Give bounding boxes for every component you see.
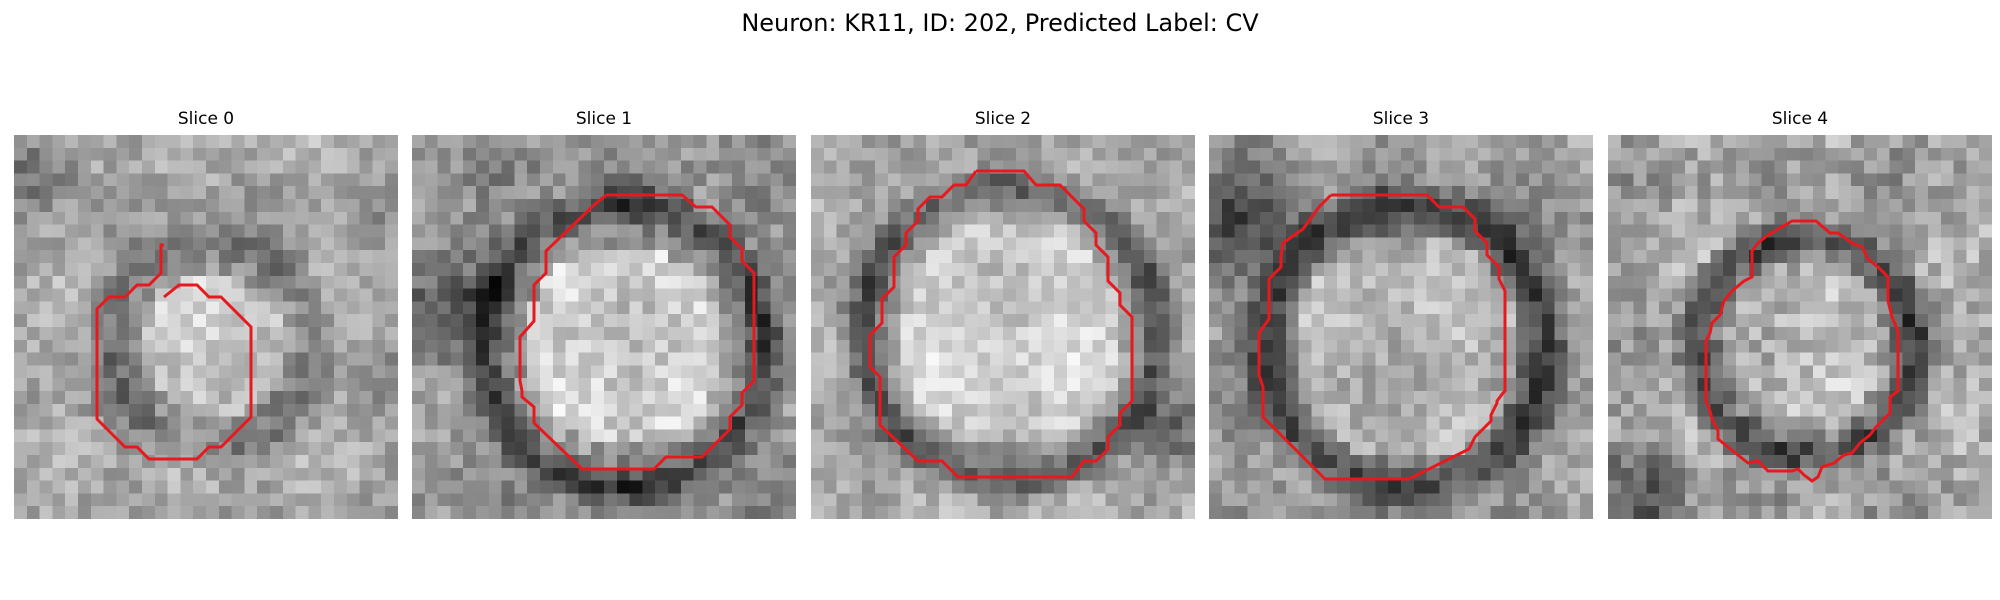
slice-panel-3: Slice 3 xyxy=(1209,108,1593,520)
slice-image-2 xyxy=(811,135,1195,519)
figure-title: Neuron: KR11, ID: 202, Predicted Label: … xyxy=(741,9,1259,37)
slice-panel-0: Slice 0 xyxy=(14,108,398,520)
slice-title: Slice 0 xyxy=(177,109,235,129)
slice-bg-1 xyxy=(412,135,796,519)
slice-bg-2 xyxy=(811,135,1195,519)
slice-title: Slice 2 xyxy=(974,109,1032,129)
roi-contour-4 xyxy=(1704,219,1900,483)
slice-title: Slice 1 xyxy=(575,109,633,129)
slice-image-1 xyxy=(412,135,796,519)
slice-panel-1: Slice 1 xyxy=(412,108,796,520)
slice-bg-3 xyxy=(1209,135,1593,519)
roi-contour-2 xyxy=(868,169,1134,479)
slice-title: Slice 3 xyxy=(1372,109,1430,129)
slice-image-3 xyxy=(1209,135,1593,519)
slice-bg-4 xyxy=(1608,135,1992,519)
slice-bg-0 xyxy=(14,135,398,519)
roi-contour-3 xyxy=(1257,193,1507,481)
slice-panel-4: Slice 4 xyxy=(1608,108,1992,520)
slice-title: Slice 4 xyxy=(1771,109,1829,129)
roi-contour-0 xyxy=(95,243,253,461)
slice-image-4 xyxy=(1608,135,1992,519)
slice-image-0 xyxy=(14,135,398,519)
roi-contour-1 xyxy=(518,193,756,471)
slice-panel-2: Slice 2 xyxy=(811,108,1195,520)
